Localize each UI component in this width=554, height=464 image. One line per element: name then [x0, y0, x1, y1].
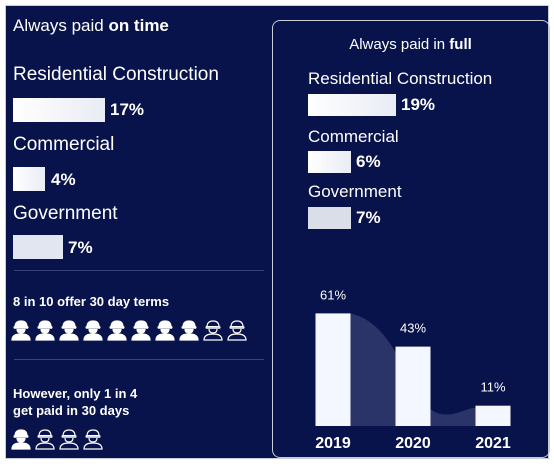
trend-area — [350, 313, 476, 426]
hard-hat-worker-outline-icon — [82, 428, 104, 450]
x-tick-2020: 2020 — [395, 435, 431, 452]
hard-hat-worker-outline-icon — [202, 319, 224, 341]
hard-hat-worker-icon — [34, 319, 56, 341]
paid-text-line2: get paid in 30 days — [13, 403, 130, 418]
hard-hat-worker-outline-icon — [58, 428, 80, 450]
infographic-panel: Always paid on time Residential Construc… — [5, 5, 550, 459]
bar-2019 — [315, 313, 351, 426]
right-row-label-government: Government — [308, 182, 402, 201]
left-row-value-residential: 17% — [110, 100, 145, 119]
left-row-bar-government — [13, 235, 63, 259]
paid-people-row — [10, 428, 104, 450]
hard-hat-worker-icon — [130, 319, 152, 341]
hard-hat-worker-icon — [178, 319, 200, 341]
right-row-label-commercial: Commercial — [308, 127, 399, 146]
left-title-prefix: Always paid — [13, 16, 109, 35]
left-divider — [14, 270, 264, 271]
left-row-value-government: 7% — [68, 238, 93, 257]
paid-in-full-panel: Always paid in full Residential Construc… — [272, 20, 550, 458]
data-label-2020: 43% — [400, 321, 426, 336]
right-row-bar-commercial — [308, 151, 351, 173]
right-row-value-residential: 19% — [401, 95, 436, 114]
terms-text: 8 in 10 offer 30 day terms — [13, 294, 170, 309]
hard-hat-worker-icon — [58, 319, 80, 341]
hard-hat-worker-icon — [10, 428, 32, 450]
left-title: Always paid on time — [13, 16, 169, 36]
x-tick-2019: 2019 — [315, 435, 351, 452]
right-row-bar-residential — [308, 94, 396, 116]
left-row-label-government: Government — [13, 203, 118, 224]
yearly-bar-chart: 61% 2019 43% 2020 11% 2021 — [315, 287, 511, 452]
left-title-bold: on time — [108, 16, 169, 35]
bar-2020 — [395, 346, 431, 426]
right-row-label-residential: Residential Construction — [308, 69, 493, 88]
right-row-value-commercial: 6% — [356, 152, 381, 171]
hard-hat-worker-icon — [106, 319, 128, 341]
right-title-bold: full — [449, 36, 472, 53]
hard-hat-worker-icon — [82, 319, 104, 341]
right-title: Always paid in full — [273, 36, 548, 53]
left-row-label-commercial: Commercial — [13, 134, 115, 155]
left-row-value-commercial: 4% — [51, 170, 76, 189]
hard-hat-worker-outline-icon — [226, 319, 248, 341]
paid-text-line1: However, only 1 in 4 — [13, 386, 138, 401]
left-divider-2 — [14, 359, 264, 360]
left-row-label-residential: Residential Construction — [13, 64, 219, 85]
data-label-2019: 61% — [320, 287, 346, 302]
right-title-prefix: Always paid in — [349, 36, 450, 53]
left-row-bar-residential — [13, 98, 105, 122]
right-row-value-government: 7% — [356, 208, 381, 227]
hard-hat-worker-outline-icon — [34, 428, 56, 450]
x-tick-2021: 2021 — [475, 435, 511, 452]
left-row-bar-commercial — [13, 167, 45, 191]
hard-hat-worker-icon — [154, 319, 176, 341]
terms-people-row — [10, 319, 248, 341]
right-row-bar-government — [308, 207, 351, 229]
bar-2021 — [475, 405, 511, 426]
hard-hat-worker-icon — [10, 319, 32, 341]
data-label-2021: 11% — [480, 380, 505, 395]
